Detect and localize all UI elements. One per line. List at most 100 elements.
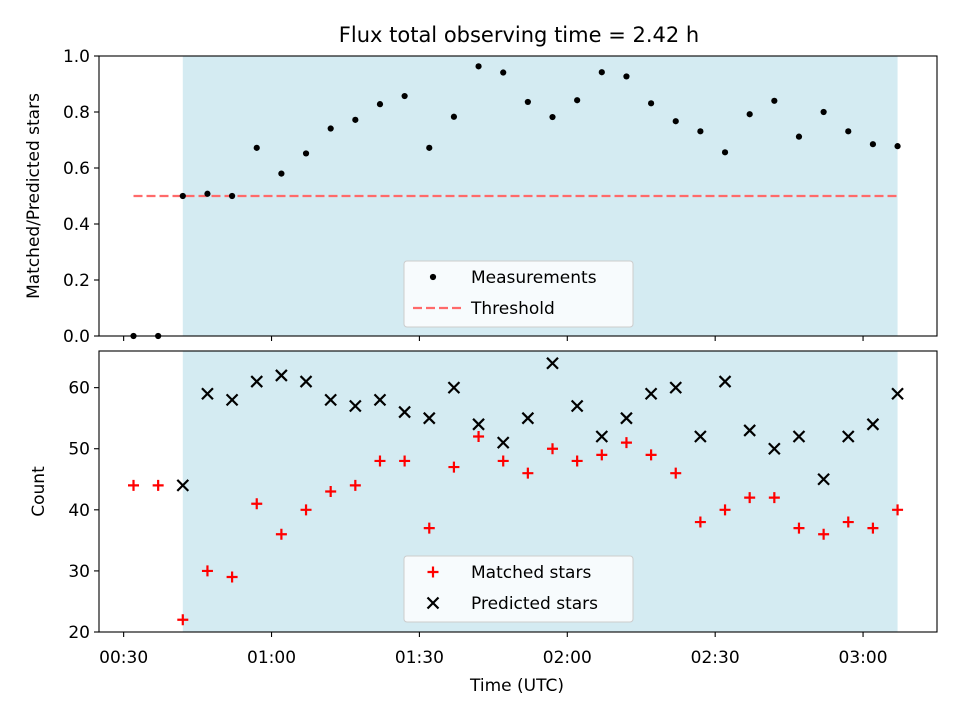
matched-star-point [842,516,854,528]
y-tick-label: 20 [68,623,90,643]
measurement-point [574,97,581,104]
measurement-point [795,133,803,140]
measurement-point [623,73,630,80]
x-tick-label: 02:00 [543,648,592,668]
matched-star-point [251,498,263,510]
predicted-star-point [644,387,658,401]
predicted-star-point [841,430,855,443]
measurement-point [450,113,458,120]
predicted-star-point [176,479,190,492]
ratio-panel: 0.0 0.2 0.4 0.6 0.8 1.0 Matched/Predicted star… [24,47,938,347]
measurement-point [647,100,655,107]
y-tick-label: 0.4 [63,215,90,235]
matched-star-point [645,449,657,461]
y-tick-label: 30 [68,562,90,582]
legend-label: Threshold [470,299,555,319]
matched-star-point [571,455,583,467]
y-tick-label: 50 [68,440,90,460]
legend: Matched stars Predicted stars [403,555,634,623]
measurement-point [721,149,729,156]
predicted-star-point [866,418,880,431]
x-tick-label: 00:30 [99,648,148,668]
predicted-star-point [546,356,559,370]
measurement-point [475,63,482,70]
x-axis-label: Time (UTC) [469,676,564,696]
matched-star-point [152,479,164,491]
predicted-star-point [324,393,337,407]
measurement-point [697,128,704,135]
measurement-point [524,98,531,106]
legend-label: Measurements [471,268,597,288]
measurement-point [820,108,827,116]
measurement-point [204,190,211,197]
predicted-star-point [201,387,214,401]
matched-star-point [694,516,706,528]
measurement-point [771,97,778,104]
predicted-star-point [743,424,756,437]
measurement-point [500,69,507,76]
legend-marker-matched [427,566,439,578]
matched-star-point [867,522,879,534]
measurement-point [278,170,285,177]
matched-star-point [325,486,337,497]
legend: Measurements Threshold [403,260,634,328]
measurement-point [598,69,605,76]
x-tick-label: 01:30 [395,648,444,668]
matched-star-point [473,431,485,443]
matched-star-point [793,522,805,534]
matched-star-point [768,492,780,504]
measurement-point [672,118,679,125]
count-panel: 20 30 40 50 60 00:30 01:00 01:30 02:00 02:30 03:00… [29,350,938,696]
legend-marker-predicted [426,596,440,610]
legend-label: Predicted stars [471,594,598,614]
measurement-point [327,125,334,132]
matched-star-point [399,455,411,467]
y-tick-label: 0.0 [63,327,90,347]
matched-star-point [719,504,731,516]
matched-star-point [128,479,140,491]
measurement-point [376,101,384,108]
matched-star-point [818,528,830,540]
y-tick-label: 0.8 [63,103,90,123]
measurement-point [746,111,753,118]
predicted-star-point [275,369,288,382]
predicted-star-point [225,393,239,407]
predicted-star-point [250,375,264,388]
matched-star-point [177,614,189,626]
predicted-star-point [768,442,781,456]
matched-star-point [448,461,460,473]
matched-star-point [547,443,559,455]
predicted-star-point [349,399,362,413]
measurement-point [253,144,260,151]
y-tick-label: 60 [68,379,90,399]
measurement-point [845,128,852,135]
y-tick-label: 0.6 [63,159,90,179]
predicted-star-point [620,411,633,425]
legend-marker-measurements [429,273,437,281]
measurement-point [549,113,556,121]
measurement-point [401,92,408,100]
measurement-point [302,150,310,157]
matched-star-point [300,504,312,516]
measurement-point [426,144,433,151]
matched-star-point [201,565,213,577]
predicted-star-point [570,399,584,413]
matched-star-point [892,504,904,516]
matched-star-point [226,571,238,583]
matched-star-point [620,437,632,449]
y-tick-label: 0.2 [63,271,90,291]
matched-star-point [744,492,756,504]
predicted-star-point [521,411,535,425]
matched-star-point [522,467,534,479]
axes-frame [98,350,938,633]
chart-title: Flux total observing time = 2.42 h [339,23,699,47]
predicted-star-point [299,375,313,388]
matched-star-point [497,455,509,467]
measurement-point [894,143,901,150]
predicted-star-point [718,375,732,388]
predicted-star-point [422,411,436,425]
x-tick-label: 01:00 [247,648,296,668]
measurement-point [228,192,236,200]
x-tick-label: 03:00 [839,648,888,668]
